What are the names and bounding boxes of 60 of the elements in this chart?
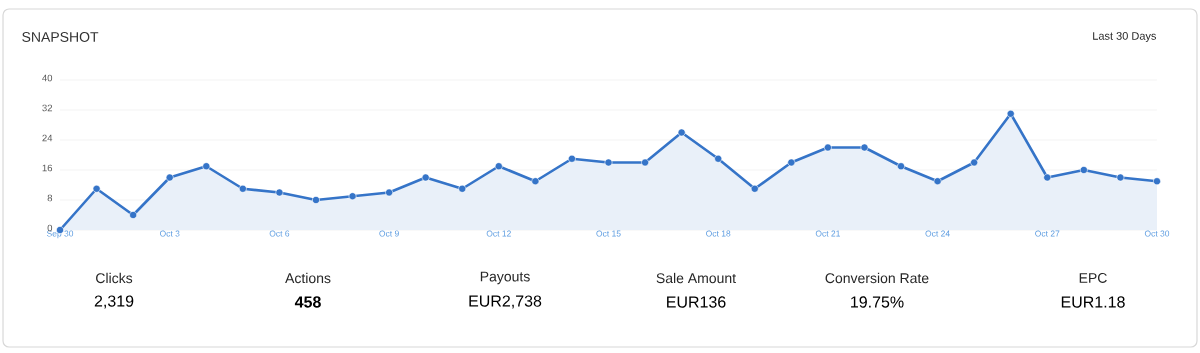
- point: [165, 173, 174, 182]
- point: [897, 162, 905, 171]
- point: [714, 154, 723, 163]
- text: Sale Amount: [656, 272, 736, 284]
- x-tick-label: Oct 12: [486, 230, 511, 237]
- x-tick-label: Oct 24: [925, 230, 950, 237]
- y-tick-label: 32: [42, 104, 53, 112]
- text: Conversion Rate: [825, 272, 929, 284]
- text: Payouts: [480, 271, 530, 285]
- point: [92, 184, 101, 193]
- text: 458: [294, 296, 321, 308]
- point: [933, 177, 942, 186]
- point: [458, 184, 467, 193]
- y-tick-label: 24: [42, 134, 53, 142]
- text: 19.75%: [851, 296, 904, 308]
- point: [750, 184, 759, 193]
- x-tick-label: Oct 21: [815, 230, 840, 237]
- x-tick-label: Oct 18: [706, 230, 731, 237]
- point: [275, 188, 284, 197]
- point: [421, 173, 430, 182]
- y-tick-label: 8: [47, 194, 53, 202]
- point: [860, 143, 869, 152]
- point: [604, 158, 613, 167]
- text: 2,319: [94, 295, 134, 309]
- x-tick-label: Oct 30: [1144, 230, 1170, 237]
- point: [531, 177, 540, 186]
- point: [1006, 109, 1015, 118]
- x-tick-label: Oct 3: [159, 230, 180, 237]
- x-tick-label: Oct 9: [379, 230, 399, 237]
- point: [787, 158, 796, 167]
- point: [1043, 173, 1052, 182]
- point: [641, 158, 649, 167]
- point: [823, 143, 832, 152]
- text: EUR1.18: [1061, 296, 1125, 308]
- y-tick-label: 0: [47, 224, 53, 232]
- point: [312, 196, 320, 204]
- x-tick-label: Oct 6: [269, 230, 290, 237]
- point: [970, 158, 979, 167]
- text: Clicks: [96, 272, 133, 284]
- point: [677, 128, 686, 137]
- point: [385, 188, 394, 197]
- text: Actions: [285, 272, 331, 284]
- text: EPC: [1079, 273, 1107, 283]
- point: [494, 162, 503, 171]
- point: [1116, 173, 1125, 182]
- y-tick-label: 40: [42, 74, 53, 82]
- point: [238, 184, 247, 193]
- point: [202, 162, 211, 171]
- text: EUR136: [667, 296, 726, 308]
- point: [129, 211, 138, 219]
- text: Last 30 Days: [1093, 32, 1157, 42]
- point: [348, 192, 357, 201]
- point: [1079, 166, 1088, 174]
- point: [568, 154, 576, 163]
- point: [1153, 177, 1161, 186]
- x-tick-label: Oct 27: [1035, 230, 1060, 237]
- y-tick-label: 16: [42, 164, 53, 172]
- x-tick-label: Oct 15: [596, 230, 621, 237]
- text: EUR2,738: [469, 295, 542, 309]
- chart-title: SNAPSHOT: [22, 32, 99, 42]
